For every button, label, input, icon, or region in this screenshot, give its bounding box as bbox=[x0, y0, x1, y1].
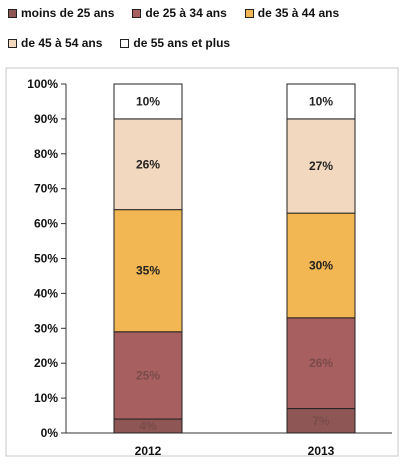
bar-segment bbox=[286, 317, 356, 410]
legend-swatch-moins-25 bbox=[8, 8, 17, 18]
y-tick-label: 20% bbox=[34, 356, 58, 370]
bar-data-label: 10% bbox=[309, 94, 333, 108]
y-tick-label: 10% bbox=[34, 391, 58, 405]
legend-swatch-35-44 bbox=[244, 8, 254, 18]
y-tick-label: 80% bbox=[34, 147, 58, 161]
bar-segment bbox=[113, 118, 183, 211]
y-tick-label: 60% bbox=[34, 217, 58, 231]
bar-data-label: 27% bbox=[309, 159, 333, 173]
bar-data-label: 30% bbox=[309, 258, 333, 272]
legend-label-moins-25: moins de 25 ans bbox=[21, 6, 115, 20]
y-tick-label: 30% bbox=[34, 321, 58, 335]
bar-segment bbox=[113, 209, 183, 333]
x-category-label: 2013 bbox=[308, 444, 335, 458]
y-tick-label: 40% bbox=[34, 286, 58, 300]
bar-data-label: 35% bbox=[136, 264, 160, 278]
x-category-label: 2012 bbox=[135, 444, 162, 458]
legend-item-55-plus: de 55 ans et plus bbox=[120, 36, 230, 50]
legend-label-45-54: de 45 à 54 ans bbox=[21, 36, 103, 50]
bar-data-label: 26% bbox=[136, 157, 160, 171]
legend-item-45-54: de 45 à 54 ans bbox=[8, 36, 102, 50]
legend-item-25-34: de 25 à 34 ans bbox=[132, 6, 227, 20]
bar-segment bbox=[286, 212, 356, 319]
y-tick-label: 50% bbox=[34, 252, 58, 266]
bar-data-label: 25% bbox=[136, 368, 160, 382]
y-tick-label: 70% bbox=[34, 182, 58, 196]
bar-segment bbox=[113, 83, 183, 120]
y-tick-label: 90% bbox=[34, 112, 58, 126]
legend-row-1: moins de 25 ans de 25 à 34 ans de 35 à 4… bbox=[8, 6, 339, 20]
bar-data-label: 4% bbox=[139, 419, 157, 433]
legend-swatch-55-plus bbox=[120, 38, 130, 48]
bar-segment bbox=[286, 408, 356, 434]
legend-label-25-34: de 25 à 34 ans bbox=[145, 6, 227, 20]
y-tick-label: 0% bbox=[41, 426, 59, 440]
bar-segment bbox=[286, 83, 356, 120]
legend-row-2: de 45 à 54 ans de 55 ans et plus bbox=[8, 36, 230, 50]
legend-swatch-25-34 bbox=[132, 8, 142, 18]
bar-data-label: 26% bbox=[309, 356, 333, 370]
chart-frame bbox=[5, 67, 399, 457]
legend-swatch-45-54 bbox=[8, 38, 17, 48]
legend-label-55-plus: de 55 ans et plus bbox=[133, 36, 231, 50]
bar-data-label: 7% bbox=[312, 414, 330, 428]
bar-data-label: 10% bbox=[136, 94, 160, 108]
legend-label-35-44: de 35 à 44 ans bbox=[257, 6, 340, 20]
y-tick-label: 100% bbox=[27, 77, 58, 91]
legend-item-moins-25: moins de 25 ans bbox=[8, 6, 114, 20]
legend-item-35-44: de 35 à 44 ans bbox=[244, 6, 340, 20]
